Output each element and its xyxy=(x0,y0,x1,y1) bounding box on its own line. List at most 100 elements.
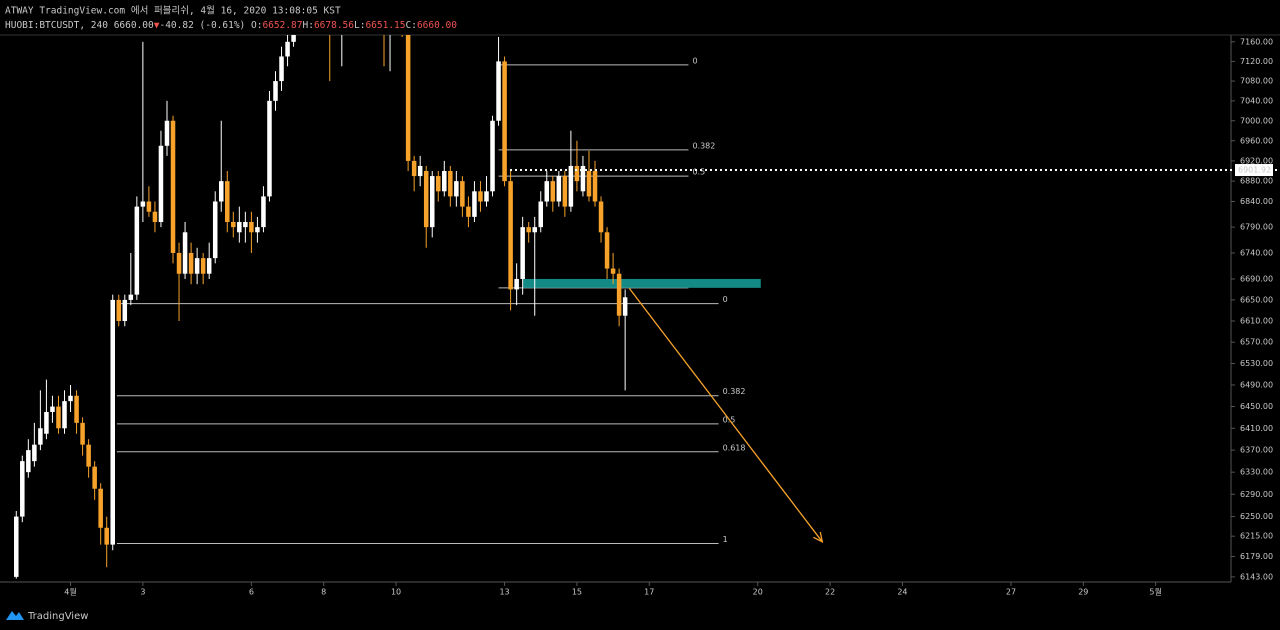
candle-body xyxy=(237,221,242,233)
header: ATWAY TradingView.com 에서 퍼블리쉬, 4월 16, 20… xyxy=(5,5,341,17)
symbol: HUOBI:BTCUSDT, 240 6660.00 ▼-40.82 (-0.61… xyxy=(5,20,457,31)
y-tick-label: 7160.00 xyxy=(1240,37,1273,46)
candle-body xyxy=(158,145,164,222)
candle-body xyxy=(26,450,31,473)
candle-body xyxy=(231,221,236,228)
y-tick-label: 7040.00 xyxy=(1240,96,1273,105)
symbol-name: HUOBI:BTCUSDT, 240 xyxy=(5,20,108,31)
x-tick-label: 22 xyxy=(825,588,835,597)
fib-label: 0 xyxy=(692,56,697,65)
y-tick-label: 6920.00 xyxy=(1240,156,1273,165)
y-tick-label: 7080.00 xyxy=(1240,77,1273,86)
candle-body xyxy=(92,466,97,489)
ohlc-value: 6660.00 xyxy=(417,20,457,31)
y-tick-label: 6250.00 xyxy=(1240,512,1273,521)
x-tick-label: 24 xyxy=(897,588,907,597)
candle-body xyxy=(50,406,55,412)
y-tick-label: 6570.00 xyxy=(1240,338,1273,347)
price-tag xyxy=(1235,164,1273,177)
candle-body xyxy=(116,299,122,321)
y-tick-label: 6179.00 xyxy=(1240,552,1273,561)
candle-body xyxy=(574,165,580,182)
x-tick-label: 15 xyxy=(572,588,582,597)
fib-label: 0.618 xyxy=(723,443,746,452)
candle-body xyxy=(261,196,266,228)
candle-body xyxy=(74,395,79,423)
candle-body xyxy=(243,221,248,228)
y-tick-label: 6490.00 xyxy=(1240,380,1273,389)
candle-body xyxy=(454,181,459,197)
zone xyxy=(522,278,761,288)
candle-body xyxy=(592,171,598,202)
footer: TradingView xyxy=(27,611,88,622)
candle-body xyxy=(520,227,525,279)
candle-body xyxy=(14,516,19,577)
ohlc-key: H: xyxy=(303,20,314,31)
candle-body xyxy=(285,41,290,57)
candle-body xyxy=(56,406,61,429)
candle-body xyxy=(134,206,140,295)
candle-body xyxy=(436,176,441,192)
candle-body xyxy=(429,176,435,228)
candle-body xyxy=(176,252,182,274)
y-tick-label: 6530.00 xyxy=(1240,359,1273,368)
candle-body xyxy=(490,120,495,192)
candle-body xyxy=(38,428,43,445)
y-tick-label: 7120.00 xyxy=(1240,57,1273,66)
candle-body xyxy=(98,488,103,528)
candle-body xyxy=(200,258,206,274)
candle-body xyxy=(610,268,616,274)
candle-body xyxy=(146,201,152,212)
change-arrow: ▼ xyxy=(154,20,160,31)
fib-label: 0 xyxy=(723,295,728,304)
candle-body xyxy=(140,201,146,207)
x-tick-label: 13 xyxy=(499,588,509,597)
candle-body xyxy=(442,171,447,192)
candle-body xyxy=(508,181,513,290)
candle-body xyxy=(128,294,134,300)
candle-body xyxy=(44,411,49,434)
price-tag-label: 6901.92 xyxy=(1238,166,1271,175)
ohlc-key: L: xyxy=(354,20,365,31)
candle-body xyxy=(182,232,188,274)
candle-body xyxy=(273,81,278,101)
candle-body xyxy=(188,252,194,274)
candle-body xyxy=(122,299,128,321)
x-tick-label: 8 xyxy=(321,588,326,597)
ohlc-value: 6651.15 xyxy=(365,20,405,31)
y-tick-label: 6410.00 xyxy=(1240,424,1273,433)
candle-body xyxy=(472,191,477,217)
x-tick-label: 29 xyxy=(1078,588,1088,597)
candle-body xyxy=(484,191,489,202)
y-tick-label: 6143.00 xyxy=(1240,572,1273,581)
arrow xyxy=(628,287,823,543)
candle-body xyxy=(267,100,272,197)
candle-body xyxy=(423,171,429,228)
x-tick-label: 10 xyxy=(391,588,401,597)
y-tick-label: 6880.00 xyxy=(1240,177,1273,186)
ohlc-value: 6652.87 xyxy=(262,20,302,31)
candle-body xyxy=(622,297,628,316)
logo xyxy=(6,611,24,620)
fib-label: 0.382 xyxy=(692,141,715,150)
candle-body xyxy=(212,201,218,259)
candle-body xyxy=(496,61,501,121)
candle-body xyxy=(291,35,296,42)
candle-body xyxy=(526,227,531,233)
candle-body xyxy=(598,201,604,233)
candle-body xyxy=(544,181,550,202)
candle-body xyxy=(411,160,417,177)
change: -40.82 (-0.61%) xyxy=(159,20,245,31)
x-tick-label: 17 xyxy=(644,588,654,597)
candle-body xyxy=(170,120,176,253)
candle-body xyxy=(164,120,170,146)
fib-label: 0.5 xyxy=(692,168,705,177)
candle-body xyxy=(62,401,67,429)
candle-body xyxy=(194,258,200,274)
y-tick-label: 6840.00 xyxy=(1240,197,1273,206)
candle-body xyxy=(255,227,260,233)
y-tick-label: 6650.00 xyxy=(1240,295,1273,304)
